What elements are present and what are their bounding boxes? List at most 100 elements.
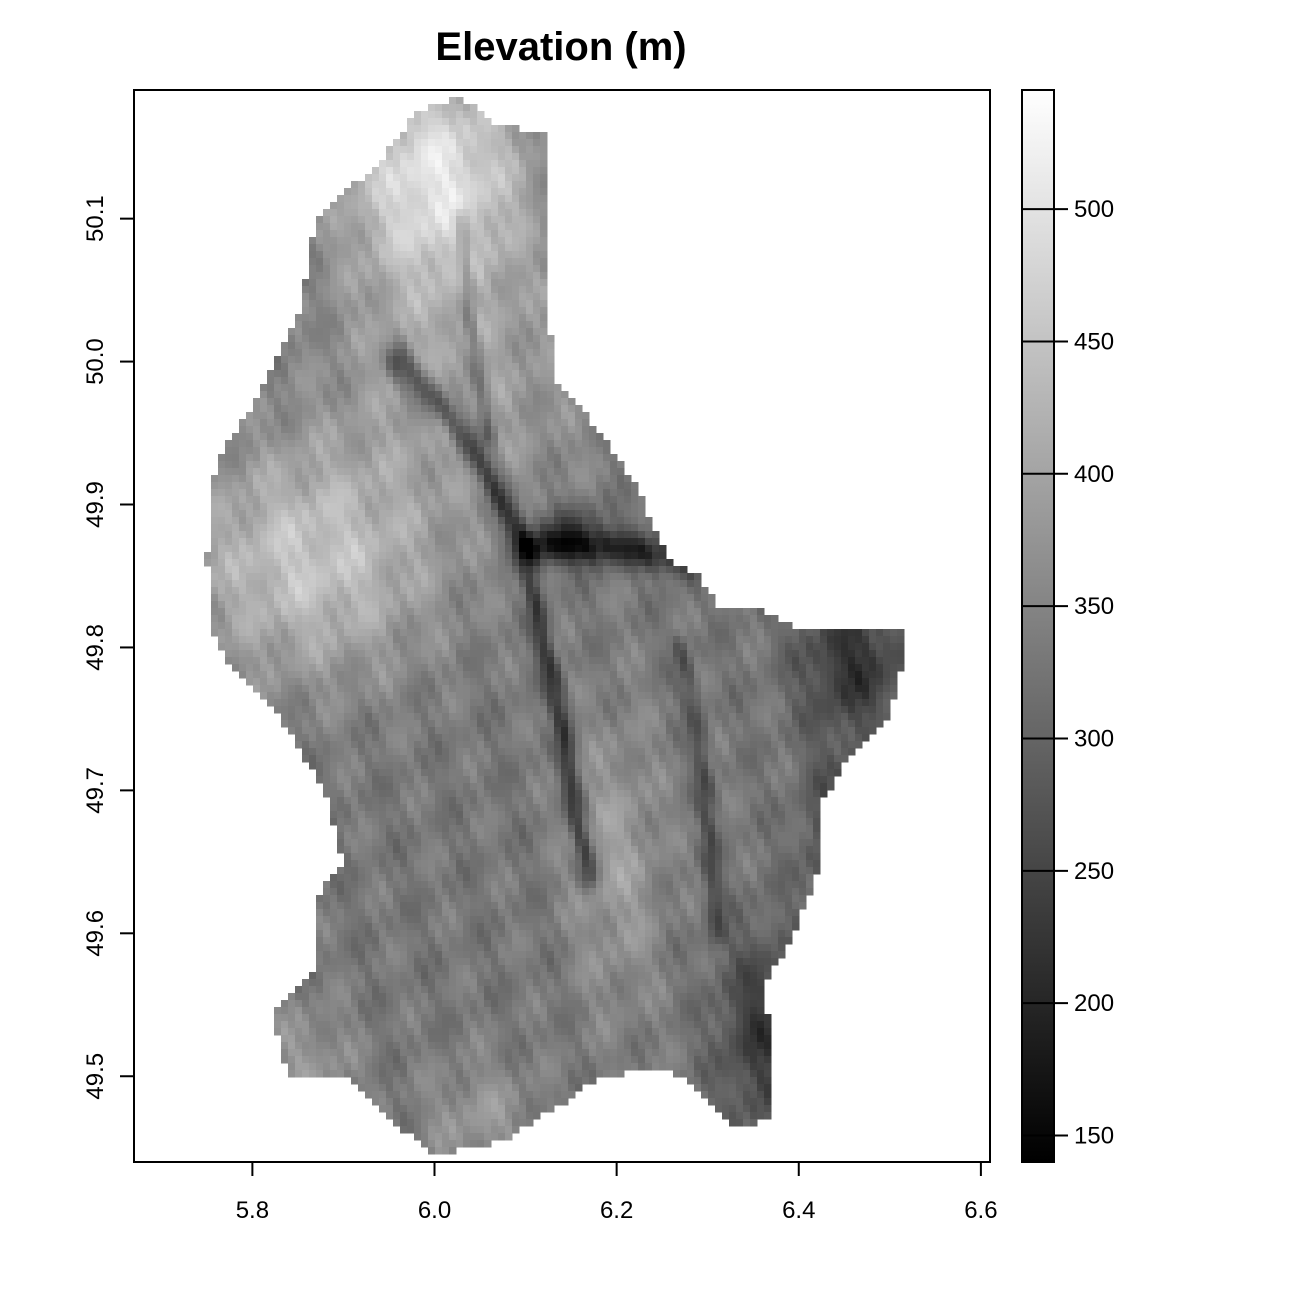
raster-cell (337, 272, 345, 280)
raster-cell (316, 643, 324, 651)
raster-cell (309, 496, 317, 504)
raster-cell (407, 678, 415, 686)
raster-cell (575, 629, 583, 637)
raster-cell (421, 559, 429, 567)
raster-cell (400, 335, 408, 343)
raster-cell (344, 510, 352, 518)
raster-cell (239, 657, 247, 665)
raster-cell (246, 629, 254, 637)
raster-cell (813, 734, 821, 742)
raster-cell (302, 657, 310, 665)
raster-cell (456, 706, 464, 714)
raster-cell (610, 566, 618, 574)
raster-cell (407, 643, 415, 651)
raster-cell (568, 517, 576, 525)
raster-cell (323, 524, 331, 532)
raster-cell (386, 342, 394, 350)
raster-cell (372, 174, 380, 182)
raster-cell (288, 727, 296, 735)
raster-cell (764, 650, 772, 658)
raster-cell (519, 489, 527, 497)
raster-cell (477, 139, 485, 147)
raster-cell (435, 692, 443, 700)
raster-cell (456, 118, 464, 126)
raster-cell (330, 517, 338, 525)
raster-cell (456, 104, 464, 112)
raster-cell (449, 300, 457, 308)
raster-cell (799, 650, 807, 658)
raster-cell (575, 692, 583, 700)
raster-cell (267, 412, 275, 420)
raster-cell (274, 664, 282, 672)
raster-cell (645, 678, 653, 686)
raster-cell (491, 258, 499, 266)
raster-cell (351, 279, 359, 287)
raster-cell (232, 538, 240, 546)
raster-cell (505, 538, 513, 546)
raster-cell (568, 685, 576, 693)
raster-cell (274, 643, 282, 651)
raster-cell (288, 335, 296, 343)
raster-cell (393, 517, 401, 525)
raster-cell (470, 328, 478, 336)
raster-cell (421, 118, 429, 126)
raster-cell (561, 685, 569, 693)
raster-cell (267, 433, 275, 441)
raster-cell (428, 125, 436, 133)
raster-cell (512, 370, 520, 378)
raster-cell (400, 433, 408, 441)
raster-cell (323, 734, 331, 742)
raster-cell (484, 321, 492, 329)
raster-cell (442, 657, 450, 665)
raster-cell (778, 636, 786, 644)
raster-cell (428, 454, 436, 462)
raster-cell (519, 594, 527, 602)
raster-cell (645, 748, 653, 756)
raster-cell (372, 601, 380, 609)
raster-cell (302, 650, 310, 658)
raster-cell (309, 566, 317, 574)
raster-cell (799, 741, 807, 749)
raster-cell (463, 503, 471, 511)
raster-cell (526, 692, 534, 700)
raster-cell (330, 293, 338, 301)
raster-cell (512, 426, 520, 434)
raster-cell (407, 699, 415, 707)
raster-cell (442, 692, 450, 700)
raster-cell (617, 615, 625, 623)
raster-cell (533, 321, 541, 329)
raster-cell (414, 307, 422, 315)
raster-cell (477, 307, 485, 315)
raster-cell (484, 188, 492, 196)
raster-cell (267, 601, 275, 609)
raster-cell (372, 300, 380, 308)
raster-cell (302, 720, 310, 728)
raster-cell (393, 496, 401, 504)
raster-cell (610, 531, 618, 539)
raster-cell (470, 426, 478, 434)
raster-cell (484, 552, 492, 560)
raster-cell (442, 251, 450, 259)
raster-cell (603, 608, 611, 616)
raster-cell (841, 706, 849, 714)
raster-cell (519, 433, 527, 441)
raster-cell (554, 440, 562, 448)
raster-cell (463, 573, 471, 581)
raster-cell (386, 566, 394, 574)
raster-cell (379, 559, 387, 567)
raster-cell (484, 265, 492, 273)
raster-cell (778, 643, 786, 651)
raster-cell (274, 363, 282, 371)
raster-cell (540, 741, 548, 749)
raster-cell (253, 447, 261, 455)
raster-cell (288, 405, 296, 413)
raster-cell (400, 636, 408, 644)
raster-cell (813, 713, 821, 721)
raster-cell (414, 118, 422, 126)
raster-cell (267, 377, 275, 385)
raster-cell (393, 370, 401, 378)
raster-cell (442, 328, 450, 336)
raster-cell (603, 510, 611, 518)
raster-cell (533, 664, 541, 672)
raster-cell (750, 692, 758, 700)
